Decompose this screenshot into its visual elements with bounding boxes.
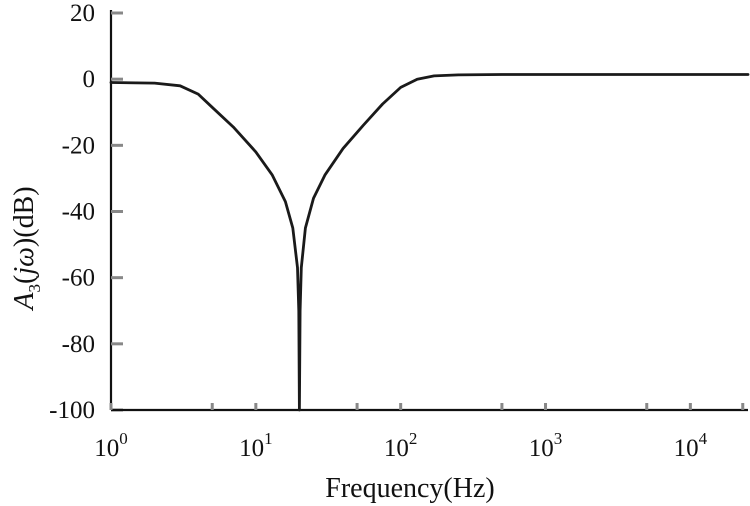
x-tick-base: 10 (239, 435, 264, 462)
series-area (109, 73, 750, 412)
x-tick-exponent: 0 (119, 429, 128, 448)
y-tick-label: -20 (62, 132, 95, 159)
x-tick-exponent: 3 (554, 429, 563, 448)
x-tick-label: 103 (529, 429, 563, 462)
y-axis-title-open: ( (9, 275, 40, 284)
x-tick-label: 101 (239, 429, 273, 462)
x-tick-exponent: 4 (699, 429, 708, 448)
x-tick-base: 10 (94, 435, 119, 462)
y-tick-label: -40 (62, 199, 95, 226)
y-tick-label: 20 (70, 0, 95, 27)
y-axis-title: A3(jω)(dB) (9, 186, 44, 311)
x-tick-base: 10 (529, 435, 554, 462)
x-tick-exponent: 2 (409, 429, 418, 448)
y-tick-label: -80 (62, 331, 95, 358)
x-tick-label: 102 (384, 429, 418, 462)
y-axis: 20 0 -20 -40 -60 -80 -100 (49, 0, 123, 424)
x-tick-label: 104 (674, 429, 708, 462)
y-tick-label: -60 (62, 265, 95, 292)
x-tick-label: 100 (94, 429, 128, 462)
y-tick-label: -100 (49, 397, 95, 424)
x-tick-base: 10 (674, 435, 699, 462)
y-tick-label: 0 (83, 66, 96, 93)
x-tick-base: 10 (384, 435, 409, 462)
y-axis-title-close: ) (9, 238, 40, 247)
y-axis-title-sub: 3 (25, 284, 44, 293)
x-tick-exponent: 1 (264, 429, 273, 448)
y-axis-title-var: jω (9, 247, 40, 278)
x-axis: 100 101 102 103 104 (94, 403, 748, 462)
x-axis-title: Frequency(Hz) (325, 473, 494, 504)
y-axis-title-unit: (dB) (9, 186, 40, 237)
y-axis-title-main: A (9, 292, 40, 312)
series-line (109, 73, 750, 412)
